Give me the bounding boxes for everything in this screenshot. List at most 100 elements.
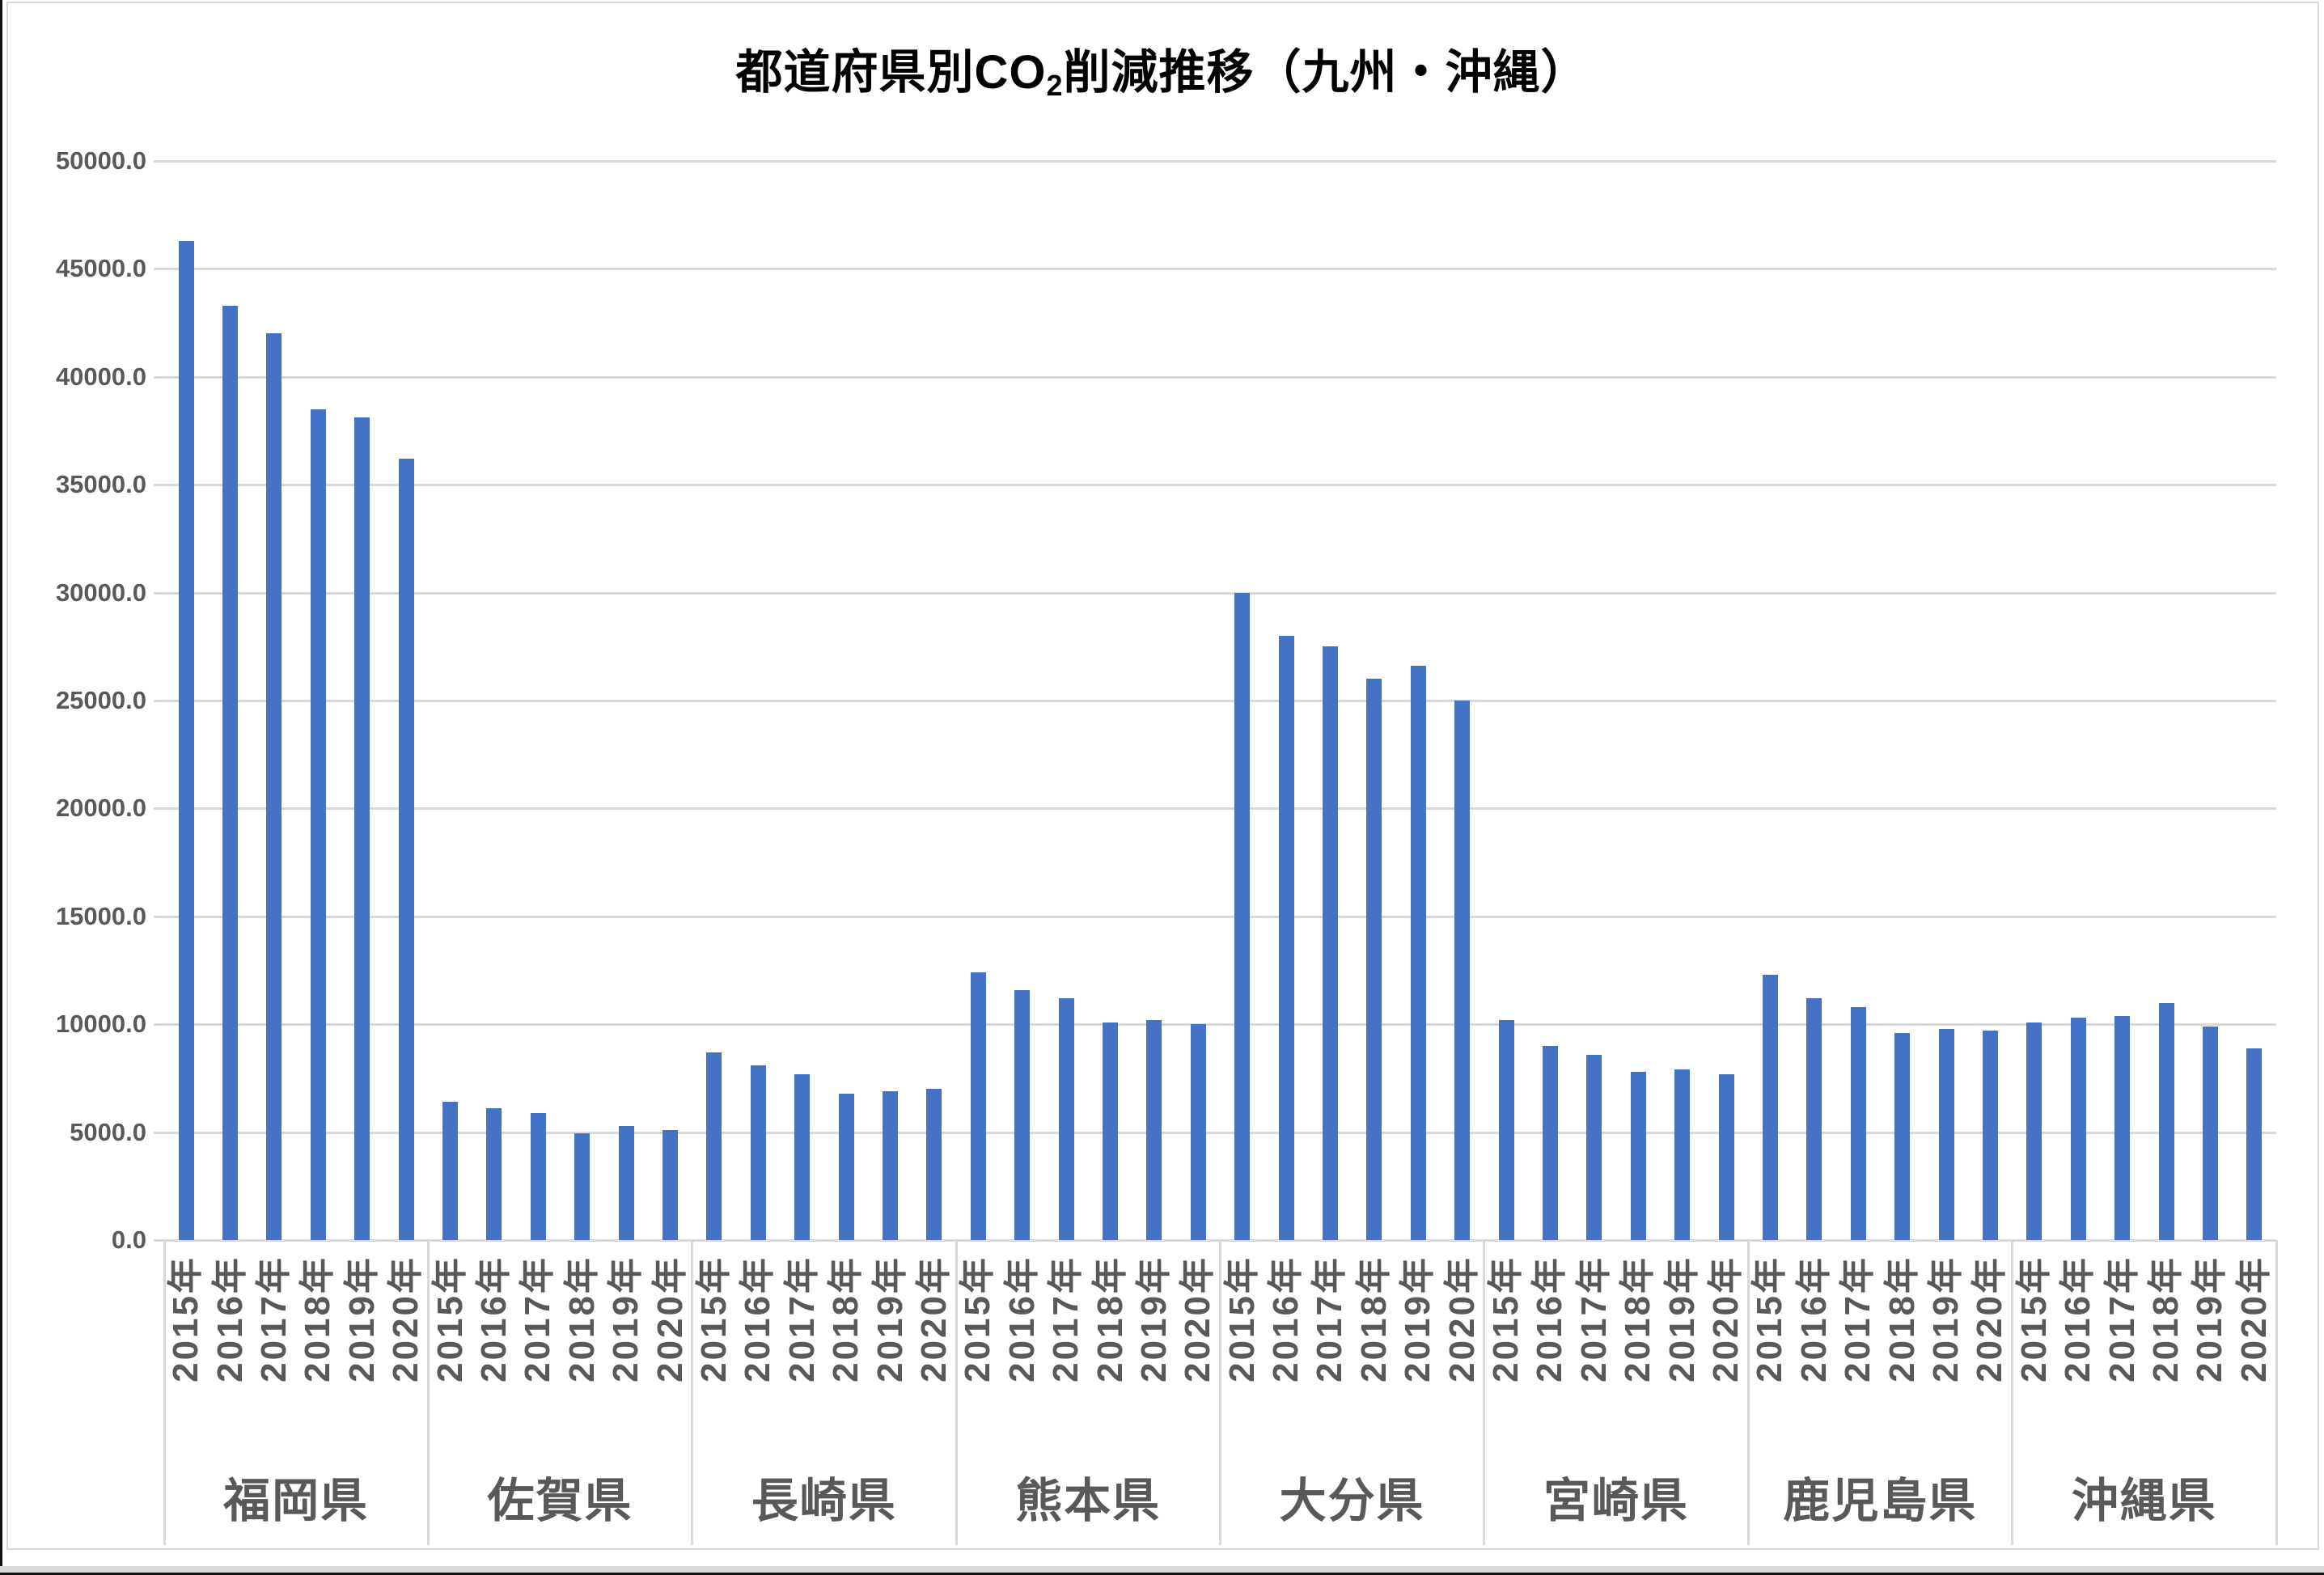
bar-福岡県-2019年[interactable] bbox=[354, 417, 370, 1240]
bar-鹿児島県-2020年[interactable] bbox=[1982, 1031, 1998, 1240]
bar-熊本県-2015年[interactable] bbox=[970, 972, 986, 1240]
x-axis-year-label: 2020年 bbox=[1970, 1255, 2010, 1382]
chart-title: 都道府県別CO2削減推移（九州・沖縄） bbox=[0, 34, 2324, 103]
category-separator bbox=[691, 1240, 694, 1545]
gridline-45000.0 bbox=[164, 268, 2276, 271]
bar-大分県-2019年[interactable] bbox=[1410, 666, 1426, 1240]
bar-大分県-2015年[interactable] bbox=[1234, 592, 1251, 1240]
bar-宮崎県-2018年[interactable] bbox=[1630, 1071, 1646, 1240]
x-axis-year-label: 2017年 bbox=[2102, 1255, 2142, 1382]
gridline-30000.0 bbox=[164, 591, 2276, 595]
category-separator bbox=[2275, 1240, 2278, 1545]
x-axis-year-label: 2020年 bbox=[386, 1255, 426, 1382]
bar-鹿児島県-2018年[interactable] bbox=[1894, 1032, 1911, 1240]
x-axis-prefecture-label: 熊本県 bbox=[1015, 1475, 1162, 1527]
bar-鹿児島県-2016年[interactable] bbox=[1806, 998, 1822, 1240]
chart-title-subscript: 2 bbox=[1046, 68, 1064, 102]
bar-熊本県-2020年[interactable] bbox=[1190, 1024, 1206, 1240]
x-axis-prefecture-label: 長崎県 bbox=[751, 1475, 897, 1527]
bar-宮崎県-2016年[interactable] bbox=[1542, 1045, 1558, 1240]
bar-福岡県-2015年[interactable] bbox=[178, 240, 194, 1240]
x-axis-line bbox=[164, 1239, 2276, 1242]
chart-title-prefix: 都道府県別CO bbox=[735, 46, 1047, 99]
y-axis-label: 10000.0 bbox=[55, 1010, 146, 1039]
bar-大分県-2020年[interactable] bbox=[1454, 701, 1471, 1240]
bar-大分県-2017年[interactable] bbox=[1322, 646, 1338, 1240]
bar-大分県-2018年[interactable] bbox=[1366, 679, 1382, 1240]
bar-鹿児島県-2017年[interactable] bbox=[1850, 1006, 1866, 1240]
bar-宮崎県-2015年[interactable] bbox=[1498, 1019, 1514, 1240]
bar-沖縄県-2017年[interactable] bbox=[2114, 1015, 2131, 1240]
y-axis-label: 25000.0 bbox=[55, 686, 146, 714]
x-axis-year-label: 2019年 bbox=[1662, 1255, 1702, 1382]
y-axis-tick bbox=[154, 160, 164, 163]
bar-佐賀県-2017年[interactable] bbox=[530, 1112, 546, 1240]
bar-鹿児島県-2019年[interactable] bbox=[1938, 1028, 1954, 1240]
y-axis-tick bbox=[154, 375, 164, 379]
gridline-15000.0 bbox=[164, 915, 2276, 918]
bar-沖縄県-2019年[interactable] bbox=[2202, 1026, 2218, 1240]
x-axis-year-label: 2019年 bbox=[870, 1255, 910, 1382]
bar-宮崎県-2017年[interactable] bbox=[1586, 1054, 1602, 1240]
bar-沖縄県-2018年[interactable] bbox=[2158, 1002, 2174, 1240]
x-axis-prefecture-label: 佐賀県 bbox=[487, 1475, 633, 1527]
bar-佐賀県-2016年[interactable] bbox=[486, 1108, 502, 1240]
x-axis-year-label: 2019年 bbox=[2190, 1255, 2230, 1382]
y-axis-tick bbox=[154, 268, 164, 271]
bar-沖縄県-2016年[interactable] bbox=[2070, 1018, 2086, 1240]
gridline-5000.0 bbox=[164, 1131, 2276, 1134]
x-axis-year-label: 2016年 bbox=[473, 1255, 514, 1382]
bar-福岡県-2016年[interactable] bbox=[222, 305, 239, 1240]
bar-熊本県-2018年[interactable] bbox=[1103, 1022, 1118, 1240]
x-axis-year-label: 2015年 bbox=[1486, 1255, 1526, 1382]
bar-福岡県-2018年[interactable] bbox=[310, 409, 326, 1240]
bar-沖縄県-2020年[interactable] bbox=[2246, 1048, 2263, 1240]
bar-熊本県-2017年[interactable] bbox=[1058, 998, 1074, 1240]
bar-長崎県-2018年[interactable] bbox=[838, 1093, 854, 1240]
x-axis-year-label: 2019年 bbox=[1398, 1255, 1438, 1382]
bar-長崎県-2017年[interactable] bbox=[794, 1073, 811, 1240]
category-separator bbox=[2011, 1240, 2014, 1545]
y-axis-label: 50000.0 bbox=[55, 146, 146, 175]
x-axis-year-label: 2018年 bbox=[1618, 1255, 1658, 1382]
bar-長崎県-2015年[interactable] bbox=[706, 1052, 722, 1240]
y-axis-tick bbox=[154, 1131, 164, 1134]
x-axis-prefecture-label: 鹿児島県 bbox=[1783, 1475, 1978, 1527]
bar-福岡県-2017年[interactable] bbox=[266, 333, 282, 1240]
y-axis-label: 0.0 bbox=[111, 1226, 146, 1254]
bar-熊本県-2016年[interactable] bbox=[1014, 989, 1031, 1240]
x-axis-prefecture-label: 沖縄県 bbox=[2071, 1475, 2217, 1527]
x-axis-year-label: 2017年 bbox=[1838, 1255, 1878, 1382]
x-axis-year-label: 2017年 bbox=[1573, 1255, 1614, 1382]
y-axis-tick bbox=[154, 807, 164, 811]
bar-佐賀県-2015年[interactable] bbox=[442, 1102, 459, 1240]
x-axis-year-label: 2015年 bbox=[1750, 1255, 1790, 1382]
bar-沖縄県-2015年[interactable] bbox=[2026, 1022, 2042, 1240]
x-axis-year-label: 2016年 bbox=[1001, 1255, 1042, 1382]
bar-佐賀県-2018年[interactable] bbox=[574, 1133, 591, 1240]
x-axis-year-label: 2015年 bbox=[166, 1255, 206, 1382]
x-axis-year-label: 2017年 bbox=[1310, 1255, 1350, 1382]
bar-福岡県-2020年[interactable] bbox=[398, 459, 414, 1240]
bottom-gray-band bbox=[0, 1566, 2324, 1573]
bar-長崎県-2020年[interactable] bbox=[926, 1089, 942, 1240]
bar-大分県-2016年[interactable] bbox=[1278, 635, 1294, 1240]
bar-佐賀県-2019年[interactable] bbox=[618, 1125, 634, 1240]
bar-佐賀県-2020年[interactable] bbox=[662, 1129, 679, 1240]
y-axis-label: 15000.0 bbox=[55, 901, 146, 930]
bottom-screen-edge bbox=[0, 1573, 2324, 1575]
bar-宮崎県-2020年[interactable] bbox=[1718, 1073, 1734, 1240]
bar-熊本県-2019年[interactable] bbox=[1146, 1019, 1162, 1240]
x-axis-year-label: 2017年 bbox=[253, 1255, 294, 1382]
bar-宮崎県-2019年[interactable] bbox=[1674, 1069, 1691, 1240]
x-axis-year-label: 2018年 bbox=[1353, 1255, 1394, 1382]
y-axis-tick bbox=[154, 1023, 164, 1027]
gridline-35000.0 bbox=[164, 484, 2276, 487]
bar-長崎県-2016年[interactable] bbox=[750, 1065, 766, 1240]
bar-長崎県-2019年[interactable] bbox=[883, 1090, 899, 1240]
x-axis-year-label: 2016年 bbox=[738, 1255, 778, 1382]
x-axis-year-label: 2020年 bbox=[1178, 1255, 1218, 1382]
bar-鹿児島県-2015年[interactable] bbox=[1762, 974, 1778, 1240]
x-axis-year-label: 2019年 bbox=[1133, 1255, 1174, 1382]
category-separator bbox=[1746, 1240, 1750, 1545]
